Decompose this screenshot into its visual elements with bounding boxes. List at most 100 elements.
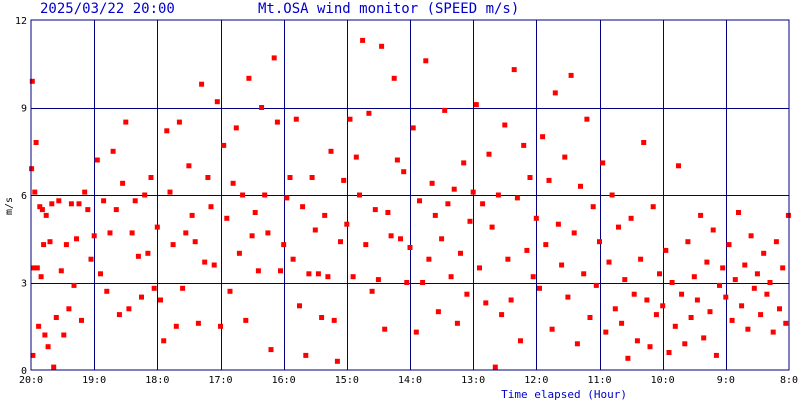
data-point: [113, 207, 119, 213]
data-point: [780, 265, 786, 271]
data-point: [341, 177, 347, 183]
data-point: [603, 329, 609, 335]
data-point: [379, 43, 385, 49]
data-point: [110, 148, 116, 154]
data-point: [682, 341, 688, 347]
data-point: [101, 198, 107, 204]
data-point: [71, 282, 77, 288]
data-point: [704, 259, 710, 265]
data-point: [38, 274, 44, 280]
data-point: [612, 306, 618, 312]
data-point: [688, 315, 694, 320]
data-point: [303, 352, 309, 358]
data-point: [410, 125, 416, 131]
data-point: [76, 201, 82, 207]
data-point: [492, 364, 498, 370]
data-point: [537, 285, 542, 291]
x-tick-labels: 20:0 19:0 18:0 17:0 16:0 15:0 14:0 13:0 12:0 11:0…: [19, 375, 798, 386]
data-point: [331, 317, 337, 323]
data-point: [676, 163, 681, 169]
x-axis-label: Time elapsed (Hour): [501, 388, 627, 400]
data-point: [29, 166, 35, 172]
data-point: [388, 233, 394, 239]
data-point: [30, 352, 36, 358]
data-point: [401, 169, 407, 175]
data-point: [142, 192, 148, 198]
data-point: [290, 256, 296, 262]
data-point: [306, 271, 312, 277]
data-point: [88, 256, 94, 262]
data-point: [448, 274, 454, 280]
data-point: [145, 250, 151, 256]
data-point: [164, 128, 170, 134]
data-point: [723, 294, 729, 300]
data-point: [85, 207, 91, 213]
data-point: [322, 212, 328, 218]
data-point: [224, 215, 230, 221]
data-point: [726, 242, 732, 248]
x-tick-label: 10:0: [651, 375, 675, 386]
data-point: [221, 142, 227, 148]
data-point: [132, 198, 138, 204]
data-point: [176, 119, 182, 125]
plot-frame: [30, 19, 790, 371]
data-point: [139, 294, 144, 300]
data-point: [39, 207, 45, 213]
x-tick-label: 11:0: [587, 375, 611, 386]
data-point: [56, 198, 62, 204]
data-point: [521, 142, 527, 148]
data-point: [454, 320, 460, 326]
data-point: [628, 215, 634, 221]
data-point: [435, 309, 441, 315]
data-point: [68, 201, 74, 207]
data-point: [287, 175, 293, 180]
data-point: [739, 303, 745, 309]
data-point: [489, 224, 495, 230]
data-point: [104, 288, 110, 294]
data-point: [91, 233, 97, 239]
data-point: [530, 274, 536, 280]
data-point: [634, 338, 640, 344]
data-point: [631, 291, 637, 297]
data-point: [486, 151, 492, 157]
data-point: [98, 271, 103, 277]
data-point: [600, 160, 606, 166]
data-point: [672, 323, 678, 329]
data-point: [540, 134, 546, 140]
data-point: [227, 288, 233, 294]
data-point: [574, 341, 580, 347]
data-point: [717, 282, 722, 288]
data-point: [41, 242, 47, 248]
data-point: [758, 312, 764, 318]
data-point: [233, 125, 239, 131]
x-tick-label: 17:0: [208, 375, 232, 386]
y-tick-label: 3: [21, 279, 27, 290]
data-point: [710, 227, 716, 233]
data-point: [107, 230, 113, 236]
data-point: [37, 204, 43, 210]
data-point: [31, 265, 36, 271]
data-point: [319, 315, 325, 320]
data-point: [45, 344, 51, 350]
data-point: [785, 212, 791, 218]
data-point: [514, 195, 520, 201]
y-tick-label: 9: [21, 104, 27, 115]
data-point: [74, 236, 79, 242]
data-point: [230, 180, 236, 186]
data-point: [312, 227, 318, 233]
data-point: [499, 312, 505, 318]
data-point: [543, 242, 549, 248]
data-point: [61, 332, 67, 338]
data-point: [338, 239, 343, 245]
data-point: [451, 186, 457, 192]
data-point: [252, 210, 258, 215]
data-point: [189, 212, 195, 218]
data-point: [297, 303, 302, 309]
timestamp-label: 2025/03/22 20:00: [40, 1, 175, 17]
data-point: [694, 297, 700, 303]
data-point: [382, 326, 388, 332]
data-point: [126, 306, 132, 312]
data-point: [429, 180, 435, 186]
data-point: [625, 355, 631, 361]
data-point: [669, 280, 675, 285]
